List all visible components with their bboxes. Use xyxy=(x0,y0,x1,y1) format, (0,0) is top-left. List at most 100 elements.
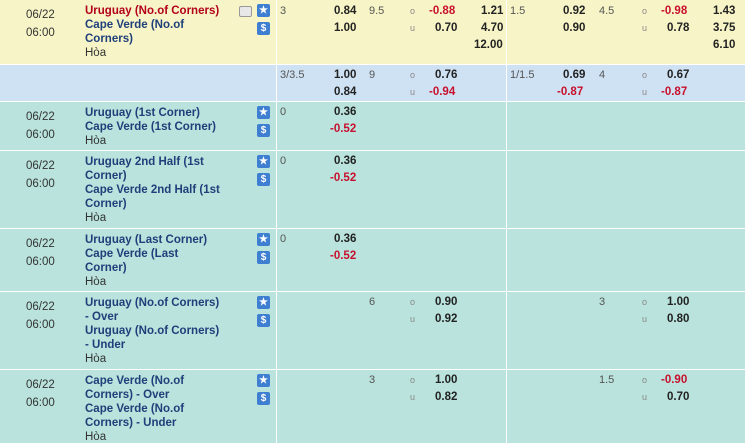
home-team[interactable]: Uruguay (1st Corner) xyxy=(85,107,201,119)
h-ou-line: 1.5 xyxy=(599,374,615,386)
h-1x2-draw[interactable]: 6.10 xyxy=(713,39,736,51)
date-cell: 06/22 06:00 xyxy=(0,0,81,64)
star-icon[interactable]: ★ xyxy=(257,4,270,17)
fulltime-odds: 3 o u 1.00 0.82 xyxy=(277,370,507,443)
away-team[interactable]: Cape Verde (No.of Corners) - Under xyxy=(85,403,185,429)
h-ou-under-odds[interactable]: 0.70 xyxy=(667,391,690,403)
dollar-icon[interactable]: $ xyxy=(257,392,270,405)
ou-line: 6 xyxy=(369,296,376,308)
tv-icon[interactable] xyxy=(239,6,252,17)
match-row: 06/22 06:00 Uruguay (1st Corner) Cape Ver… xyxy=(0,102,745,151)
star-icon[interactable]: ★ xyxy=(257,233,270,246)
fulltime-odds: 0 0.36 -0.52 xyxy=(277,229,507,291)
ou-over-odds[interactable]: 1.00 xyxy=(435,374,458,386)
over-marker: o xyxy=(642,6,648,16)
date-cell: 06/22 06:00 xyxy=(0,229,81,291)
over-marker: o xyxy=(410,70,416,80)
h-ou-over-odds[interactable]: 1.00 xyxy=(667,296,690,308)
under-marker: u xyxy=(410,23,416,33)
dollar-icon[interactable]: $ xyxy=(257,314,270,327)
1x2-away[interactable]: 4.70 xyxy=(481,22,504,34)
h-1x2-away[interactable]: 3.75 xyxy=(713,22,736,34)
halftime-odds xyxy=(507,229,745,291)
ah-away-odds[interactable]: -0.52 xyxy=(330,123,357,135)
ou-under-odds[interactable]: 0.92 xyxy=(435,313,458,325)
ah-home-odds[interactable]: 0.36 xyxy=(334,233,357,245)
star-icon[interactable]: ★ xyxy=(257,296,270,309)
away-team[interactable]: Cape Verde (Last Corner) xyxy=(85,248,179,274)
draw-label: Hòa xyxy=(85,47,107,59)
away-team[interactable]: Cape Verde (No.of Corners) xyxy=(85,19,185,45)
draw-label: Hòa xyxy=(85,276,107,288)
fulltime-odds: 0 0.36 -0.52 xyxy=(277,102,507,150)
ah-home-odds[interactable]: 0.36 xyxy=(334,155,357,167)
h-ou-over-odds[interactable]: 0.67 xyxy=(667,69,690,81)
ah-home-odds[interactable]: 0.84 xyxy=(334,5,357,17)
ou-over-odds[interactable]: 0.90 xyxy=(435,296,458,308)
match-row: 06/22 06:00 Uruguay (No.of Corners) Cape … xyxy=(0,0,745,65)
ou-over-odds[interactable]: 0.76 xyxy=(435,69,458,81)
ah-home-odds[interactable]: 0.36 xyxy=(334,106,357,118)
halftime-odds: 1.5 o u -0.90 0.70 xyxy=(507,370,745,443)
match-time: 06:00 xyxy=(26,178,55,190)
h-ou-under-odds[interactable]: -0.87 xyxy=(661,86,688,98)
halftime-odds xyxy=(507,151,745,228)
ah-away-odds[interactable]: 0.84 xyxy=(334,86,357,98)
home-team[interactable]: Uruguay (No.of Corners) xyxy=(85,5,220,17)
match-row: 06/22 06:00 Uruguay (No.of Corners) - Ove… xyxy=(0,292,745,370)
dollar-icon[interactable]: $ xyxy=(257,124,270,137)
1x2-draw[interactable]: 12.00 xyxy=(474,39,503,51)
h-ou-line: 4.5 xyxy=(599,5,615,17)
star-icon[interactable]: ★ xyxy=(257,106,270,119)
match-date: 06/22 xyxy=(26,301,55,313)
h-ou-under-odds[interactable]: 0.78 xyxy=(667,22,690,34)
home-team[interactable]: Cape Verde (No.of Corners) - Over xyxy=(85,375,185,401)
h-1x2-home[interactable]: 1.43 xyxy=(713,5,736,17)
ah-away-odds[interactable]: 1.00 xyxy=(334,22,357,34)
match-time: 06:00 xyxy=(26,129,55,141)
h-ou-over-odds[interactable]: -0.98 xyxy=(661,5,688,17)
h-ah-away-odds[interactable]: -0.87 xyxy=(557,86,584,98)
teams-cell: Uruguay (1st Corner) Cape Verde (1st Cor… xyxy=(81,102,277,150)
home-team[interactable]: Uruguay (No.of Corners) - Over xyxy=(85,297,220,323)
ou-under-odds[interactable]: 0.70 xyxy=(435,22,458,34)
halftime-odds: 1.5 0.92 0.90 4.5 o u -0.98 0.78 1.43 3.… xyxy=(507,0,745,64)
draw-label: Hòa xyxy=(85,431,107,443)
h-ou-under-odds[interactable]: 0.80 xyxy=(667,313,690,325)
away-team[interactable]: Cape Verde 2nd Half (1st Corner) xyxy=(85,184,220,210)
away-team[interactable]: Cape Verde (1st Corner) xyxy=(85,121,217,133)
h-ah-home-odds[interactable]: 0.92 xyxy=(563,5,586,17)
under-marker: u xyxy=(642,314,648,324)
halftime-odds: 1/1.5 0.69 -0.87 4 o u 0.67 -0.87 xyxy=(507,65,745,101)
1x2-home[interactable]: 1.21 xyxy=(481,5,504,17)
h-ah-away-odds[interactable]: 0.90 xyxy=(563,22,586,34)
under-marker: u xyxy=(642,87,648,97)
ou-over-odds[interactable]: -0.88 xyxy=(429,5,456,17)
h-ou-line: 4 xyxy=(599,69,606,81)
h-ah-home-odds[interactable]: 0.69 xyxy=(563,69,586,81)
ah-away-odds[interactable]: -0.52 xyxy=(330,172,357,184)
star-icon[interactable]: ★ xyxy=(257,155,270,168)
dollar-icon[interactable]: $ xyxy=(257,251,270,264)
star-icon[interactable]: ★ xyxy=(257,374,270,387)
away-team[interactable]: Uruguay (No.of Corners) - Under xyxy=(85,325,220,351)
draw-label: Hòa xyxy=(85,135,107,147)
home-team[interactable]: Uruguay (Last Corner) xyxy=(85,234,208,246)
fulltime-odds: 3 0.84 1.00 9.5 o u -0.88 0.70 1.21 4.70… xyxy=(277,0,507,64)
date-cell xyxy=(0,65,81,101)
over-marker: o xyxy=(410,6,416,16)
ou-under-odds[interactable]: 0.82 xyxy=(435,391,458,403)
over-marker: o xyxy=(642,297,648,307)
h-ou-line: 3 xyxy=(599,296,606,308)
ah-line: 0 xyxy=(280,233,287,245)
h-ou-over-odds[interactable]: -0.90 xyxy=(661,374,688,386)
home-team[interactable]: Uruguay 2nd Half (1st Corner) xyxy=(85,156,204,182)
dollar-icon[interactable]: $ xyxy=(257,173,270,186)
ah-home-odds[interactable]: 1.00 xyxy=(334,69,357,81)
ah-away-odds[interactable]: -0.52 xyxy=(330,250,357,262)
dollar-icon[interactable]: $ xyxy=(257,22,270,35)
ou-under-odds[interactable]: -0.94 xyxy=(429,86,456,98)
h-ah-line: 1/1.5 xyxy=(510,69,535,81)
ou-line: 9 xyxy=(369,69,376,81)
ah-line: 3 xyxy=(280,5,287,17)
